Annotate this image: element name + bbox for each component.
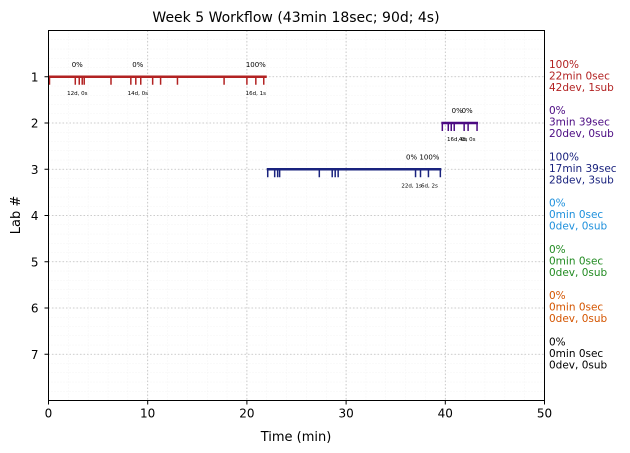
lab-1-percent-label: 100%: [246, 61, 266, 69]
lab-1-count-label: 14d, 0s: [128, 91, 148, 97]
grid: [48, 30, 545, 401]
x-tick-label: 40: [438, 407, 453, 421]
y-tick-label: 7: [31, 348, 39, 362]
x-tick-label: 50: [537, 407, 552, 421]
lab-3-summary-line: 100%: [549, 151, 579, 163]
lab-3-count-label: 6d, 2s: [421, 183, 438, 189]
axes: 0 10 20 30 40 50 1 2 3 4 5 6 7: [31, 70, 552, 420]
lab-3-percent-label: 100%: [419, 153, 439, 161]
lab-5-summary-line: 0dev, 0sub: [549, 267, 608, 279]
lab-4-summary-line: 0%: [549, 198, 566, 210]
x-tick-label: 10: [140, 407, 155, 421]
y-tick-label: 1: [31, 70, 39, 84]
x-tick-label: 20: [239, 407, 254, 421]
lab-2-percent-label: 0%: [462, 107, 473, 115]
plot-data: 0% 12d, 0s 0% 14d, 0s 100% 16d, 1s 0% 16d, 0s 0%…: [48, 61, 479, 189]
lab-6-summary-line: 0min 0sec: [549, 302, 603, 314]
y-tick-label: 2: [31, 117, 39, 131]
lab-6-summary-line: 0%: [549, 290, 566, 302]
lab-1-count-label: 12d, 0s: [67, 91, 87, 97]
lab-1-summary-line: 42dev, 1sub: [549, 82, 614, 94]
lab-2-summary-line: 0%: [549, 105, 566, 117]
lab-3-summary-line: 28dev, 3sub: [549, 174, 614, 186]
lab-4-summary-line: 0min 0sec: [549, 209, 603, 221]
lab-4-summary-line: 0dev, 0sub: [549, 221, 608, 233]
lab-5-summary-line: 0min 0sec: [549, 255, 603, 267]
lab-3-percent-label: 0%: [406, 153, 417, 161]
lab-2-count-label: 16d, 0s: [447, 137, 467, 143]
lab-2-summary-line: 3min 39sec: [549, 117, 610, 129]
lab-7-summary-line: 0%: [549, 336, 566, 348]
lab-2-percent-label: 0%: [452, 107, 463, 115]
lab-2-count-label: 4d, 0s: [459, 137, 476, 143]
lab-2-summary-line: 20dev, 0sub: [549, 128, 614, 140]
lab-1-summary-line: 100%: [549, 59, 579, 71]
lab-1-summary-line: 22min 0sec: [549, 70, 610, 82]
lab-3-count-label: 22d, 1s: [401, 183, 421, 189]
lab-1-percent-label: 0%: [132, 61, 143, 69]
chart-title: Week 5 Workflow (43min 18sec; 90d; 4s): [152, 10, 439, 26]
lab-7-summary-line: 0min 0sec: [549, 348, 603, 360]
lab-1-percent-label: 0%: [72, 61, 83, 69]
y-tick-label: 6: [31, 302, 39, 316]
y-tick-label: 5: [31, 255, 39, 269]
lab-3-summary-line: 17min 39sec: [549, 163, 617, 175]
lab-7-summary-line: 0dev, 0sub: [549, 359, 608, 371]
y-axis-label: Lab #: [9, 196, 24, 235]
y-tick-label: 4: [31, 209, 39, 223]
lab-6-summary-line: 0dev, 0sub: [549, 313, 608, 325]
y-tick-label: 3: [31, 163, 39, 177]
x-axis-label: Time (min): [260, 430, 332, 445]
x-tick-label: 0: [45, 407, 53, 421]
x-tick-label: 30: [338, 407, 353, 421]
lab-5-summary-line: 0%: [549, 244, 566, 256]
lab-1-count-label: 16d, 1s: [246, 91, 266, 97]
